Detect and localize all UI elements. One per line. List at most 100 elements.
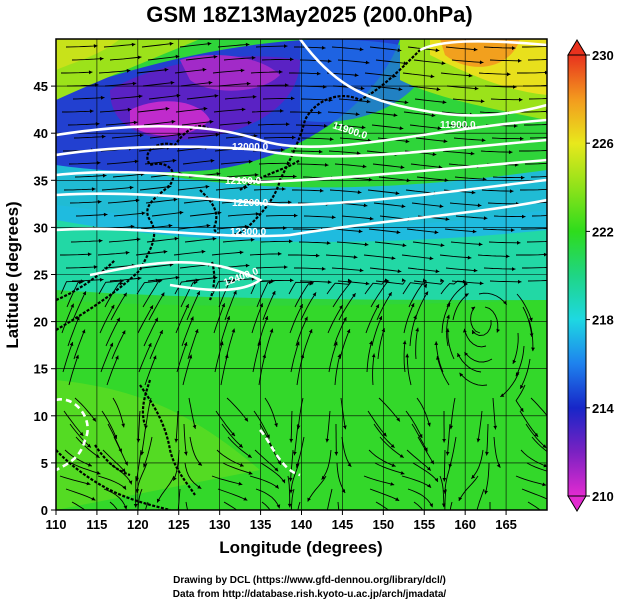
streamline: [338, 293, 356, 321]
streamline: [486, 423, 489, 456]
streamline: [185, 501, 188, 510]
streamline-arrow: [552, 454, 556, 458]
streamline-arrow: [119, 281, 124, 286]
streamline-arrow: [102, 173, 107, 178]
streamline: [331, 267, 364, 272]
streamline: [484, 462, 490, 495]
streamline-arrow: [445, 328, 450, 333]
streamline-arrow: [286, 122, 290, 127]
streamline-arrow: [520, 136, 524, 141]
streamline-arrow: [321, 475, 326, 480]
streamline-arrow: [556, 57, 560, 61]
streamline: [149, 133, 182, 139]
streamline-arrow: [347, 279, 352, 284]
streamline-arrow: [342, 425, 347, 430]
streamline: [369, 46, 402, 52]
streamline-arrow: [321, 266, 326, 271]
streamline-arrow: [317, 110, 322, 115]
streamline-arrow: [500, 393, 505, 397]
y-tick-label: 40: [34, 126, 48, 141]
streamline-arrow: [169, 41, 174, 46]
streamline-arrow: [156, 498, 161, 503]
streamline: [458, 475, 479, 502]
streamline-arrow: [254, 173, 259, 177]
streamline: [184, 238, 217, 243]
contour-label: 11900.0: [440, 120, 476, 131]
wind-streamlines: [59, 41, 563, 510]
streamline-arrow: [413, 315, 417, 320]
streamline-arrow: [174, 236, 179, 241]
streamline-arrow: [558, 135, 562, 139]
streamline-arrow: [174, 438, 179, 443]
streamline-arrow: [152, 355, 157, 360]
streamline-arrow: [472, 229, 477, 234]
streamline: [219, 315, 230, 347]
streamline-arrow: [542, 482, 547, 487]
streamline: [415, 327, 419, 360]
streamline: [368, 228, 401, 234]
streamline-arrow: [468, 73, 473, 78]
streamline: [524, 124, 547, 126]
streamline-arrow: [215, 133, 220, 137]
streamline-arrow: [514, 124, 518, 128]
colorbar-bar: [567, 54, 587, 497]
streamline: [403, 340, 406, 373]
streamline: [519, 150, 547, 152]
streamline-arrow: [470, 151, 475, 156]
streamline: [340, 397, 346, 430]
streamline-arrow: [214, 94, 219, 98]
streamline-arrow: [471, 306, 475, 311]
streamline-arrow: [109, 342, 114, 347]
streamline-arrow: [429, 256, 434, 261]
streamline-arrow: [559, 174, 563, 178]
streamline-arrow: [188, 354, 193, 359]
streamline-arrow: [255, 212, 260, 216]
streamline-arrow: [553, 161, 557, 165]
streamline-arrow: [251, 55, 256, 60]
streamline: [457, 352, 482, 373]
streamline: [224, 96, 257, 100]
streamline: [416, 176, 449, 181]
streamline: [414, 291, 429, 321]
streamline: [483, 46, 516, 49]
streamline-arrow: [446, 302, 451, 307]
streamline-arrow: [262, 354, 267, 358]
streamline: [290, 462, 300, 494]
x-tick-label: 130: [209, 517, 231, 532]
streamline-arrow: [160, 292, 165, 297]
streamline: [254, 227, 287, 230]
streamline-arrow: [467, 255, 472, 260]
streamline-arrow: [542, 444, 547, 448]
streamline: [217, 43, 250, 48]
streamline: [328, 341, 338, 373]
streamline: [370, 280, 389, 308]
streamline: [411, 202, 444, 208]
streamline: [444, 228, 477, 233]
streamline-arrow: [512, 267, 516, 271]
streamline-arrow: [511, 228, 515, 232]
colorbar-label: 226: [592, 136, 614, 151]
streamline-arrow: [253, 134, 258, 138]
streamline-arrow: [473, 47, 478, 52]
streamline-arrow: [326, 241, 331, 245]
streamline: [59, 475, 91, 485]
streamline: [257, 315, 269, 347]
streamline-arrow: [354, 73, 359, 77]
streamline-arrow: [375, 304, 379, 309]
streamline: [327, 304, 343, 334]
streamline: [262, 290, 276, 321]
streamline-arrow: [517, 240, 521, 245]
streamline: [135, 250, 168, 256]
streamline: [491, 137, 524, 140]
colorbar: 230 226 222 218 214 210: [567, 39, 614, 512]
streamline: [452, 293, 469, 321]
y-tick-label: 15: [34, 362, 48, 377]
streamline: [371, 124, 404, 130]
streamline-arrow: [76, 316, 80, 321]
streamline-arrow: [244, 417, 248, 422]
streamline: [69, 423, 92, 448]
streamline: [452, 98, 485, 102]
streamline-arrow: [427, 483, 432, 488]
streamline: [406, 353, 412, 386]
streamline-arrow: [521, 175, 525, 180]
